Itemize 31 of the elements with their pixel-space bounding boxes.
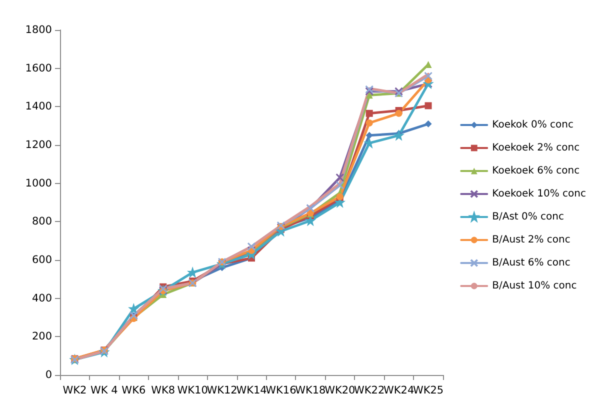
legend-label: Koekoek 2% conc: [492, 142, 580, 154]
y-tick-label: 600: [32, 254, 52, 266]
legend-label: B/Aust 2% conc: [492, 234, 570, 246]
y-tick-label: 800: [32, 216, 52, 228]
x-tick-label: WK2: [62, 384, 87, 396]
legend-label: Koekoek 6% conc: [492, 166, 580, 176]
x-tick-label: WK14: [236, 384, 268, 396]
y-tick-label: 1400: [25, 100, 52, 113]
x-tick-label: WK24: [383, 384, 414, 396]
x-tick-label: WK20: [324, 384, 356, 396]
x-tick-label: WK12: [206, 384, 238, 396]
y-tick-label: 0: [45, 369, 52, 381]
y-tick-label: 1600: [25, 62, 52, 74]
x-tick-label: WK25: [412, 384, 444, 396]
x-tick-label: WK6: [122, 384, 146, 396]
legend-label: Koekok 0% conc: [492, 120, 574, 130]
y-tick-label: 1000: [25, 177, 52, 190]
legend-label: B/Aust 10% conc: [492, 280, 577, 292]
x-tick-label: WK8: [151, 384, 176, 396]
x-tick-label: WK18: [295, 384, 326, 396]
y-tick-label: 400: [32, 292, 52, 304]
x-tick-label: WK10: [177, 384, 208, 396]
legend-label: B/Ast 0% conc: [492, 212, 564, 222]
x-tick-label: WK22: [354, 384, 385, 396]
legend-label: B/Aust 6% conc: [492, 258, 570, 268]
x-tick-label: WK16: [266, 384, 297, 396]
y-tick-label: 1800: [25, 24, 52, 36]
y-tick-label: 200: [32, 330, 52, 343]
y-tick-label: 1200: [25, 139, 52, 151]
legend-label: Koekoek 10% conc: [492, 188, 586, 200]
x-tick-label: WK 4: [90, 384, 118, 396]
